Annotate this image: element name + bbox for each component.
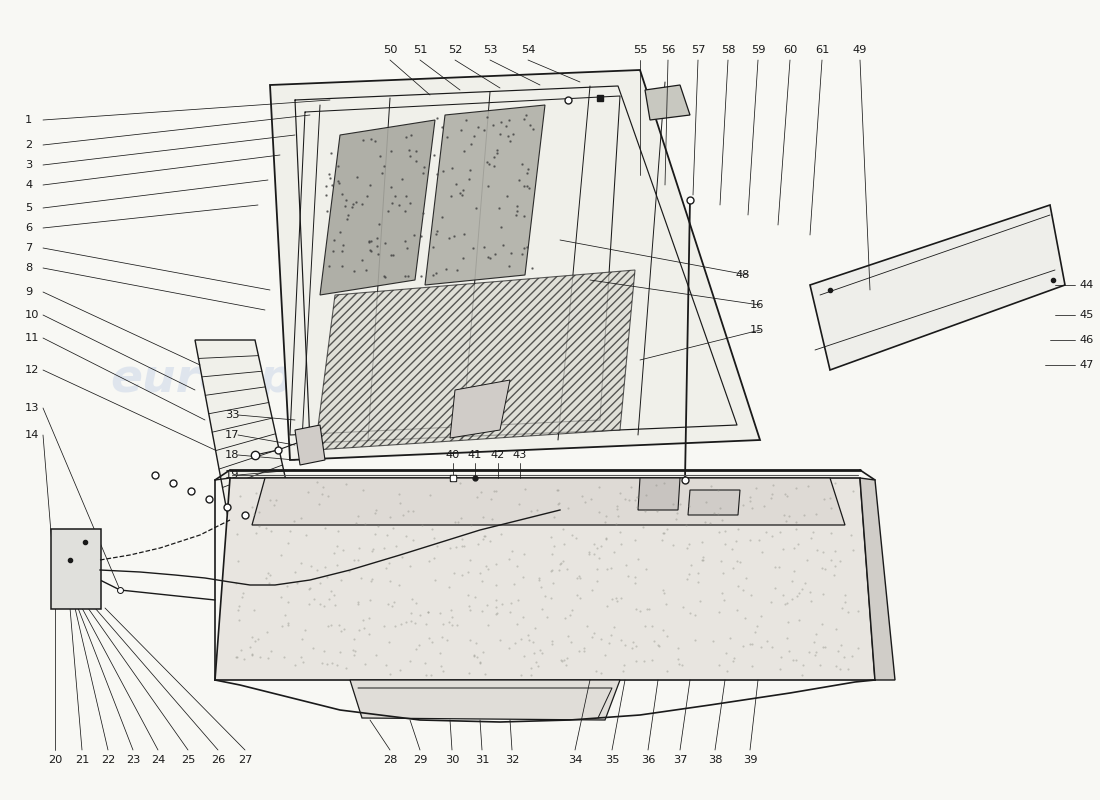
Text: 39: 39 bbox=[742, 755, 757, 765]
Polygon shape bbox=[450, 380, 510, 438]
Text: 41: 41 bbox=[468, 450, 482, 460]
Text: 57: 57 bbox=[691, 45, 705, 55]
Text: 30: 30 bbox=[444, 755, 460, 765]
Text: 3: 3 bbox=[25, 160, 32, 170]
Text: 19: 19 bbox=[226, 470, 240, 480]
Text: 16: 16 bbox=[750, 300, 764, 310]
Text: 29: 29 bbox=[412, 755, 427, 765]
Text: 11: 11 bbox=[25, 333, 40, 343]
Text: 59: 59 bbox=[750, 45, 766, 55]
Text: 33: 33 bbox=[226, 410, 240, 420]
Text: 13: 13 bbox=[25, 403, 40, 413]
Text: 28: 28 bbox=[383, 755, 397, 765]
Text: 53: 53 bbox=[483, 45, 497, 55]
Text: 36: 36 bbox=[641, 755, 656, 765]
Text: 5: 5 bbox=[25, 203, 32, 213]
Text: 48: 48 bbox=[735, 270, 749, 280]
Text: 14: 14 bbox=[25, 430, 40, 440]
Text: eurospares: eurospares bbox=[530, 538, 829, 582]
Polygon shape bbox=[638, 478, 680, 510]
Text: 47: 47 bbox=[1080, 360, 1094, 370]
Polygon shape bbox=[195, 340, 310, 635]
Text: 40: 40 bbox=[446, 450, 460, 460]
Text: 6: 6 bbox=[25, 223, 32, 233]
Polygon shape bbox=[688, 490, 740, 515]
Text: 31: 31 bbox=[475, 755, 490, 765]
Polygon shape bbox=[315, 270, 635, 450]
Text: 38: 38 bbox=[707, 755, 723, 765]
Text: 58: 58 bbox=[720, 45, 735, 55]
Polygon shape bbox=[860, 478, 895, 680]
Polygon shape bbox=[810, 205, 1065, 370]
Polygon shape bbox=[295, 425, 324, 465]
Text: 56: 56 bbox=[661, 45, 675, 55]
FancyBboxPatch shape bbox=[51, 529, 101, 609]
Text: 21: 21 bbox=[75, 755, 89, 765]
Polygon shape bbox=[350, 680, 620, 720]
Text: 37: 37 bbox=[673, 755, 688, 765]
Text: 24: 24 bbox=[151, 755, 165, 765]
Text: 42: 42 bbox=[491, 450, 505, 460]
Text: 23: 23 bbox=[125, 755, 140, 765]
Polygon shape bbox=[214, 478, 875, 680]
Text: 7: 7 bbox=[25, 243, 32, 253]
Text: 9: 9 bbox=[25, 287, 32, 297]
Text: 27: 27 bbox=[238, 755, 252, 765]
Text: 20: 20 bbox=[47, 755, 63, 765]
Text: 17: 17 bbox=[226, 430, 240, 440]
Polygon shape bbox=[252, 478, 845, 525]
Text: 43: 43 bbox=[513, 450, 527, 460]
Text: 32: 32 bbox=[505, 755, 519, 765]
Text: 25: 25 bbox=[180, 755, 195, 765]
Text: 10: 10 bbox=[25, 310, 40, 320]
Text: 15: 15 bbox=[750, 325, 764, 335]
Text: 4: 4 bbox=[25, 180, 32, 190]
Text: 49: 49 bbox=[852, 45, 867, 55]
Polygon shape bbox=[645, 85, 690, 120]
Text: 45: 45 bbox=[1080, 310, 1094, 320]
Text: 54: 54 bbox=[520, 45, 536, 55]
Text: 26: 26 bbox=[211, 755, 226, 765]
Text: 22: 22 bbox=[101, 755, 116, 765]
Text: 61: 61 bbox=[815, 45, 829, 55]
Text: 2: 2 bbox=[25, 140, 32, 150]
Text: 46: 46 bbox=[1080, 335, 1094, 345]
Text: 50: 50 bbox=[383, 45, 397, 55]
Text: 44: 44 bbox=[1080, 280, 1094, 290]
Text: 12: 12 bbox=[25, 365, 40, 375]
Text: eurospares: eurospares bbox=[111, 358, 409, 402]
Text: 35: 35 bbox=[605, 755, 619, 765]
Text: 34: 34 bbox=[568, 755, 582, 765]
Text: 1: 1 bbox=[25, 115, 32, 125]
Polygon shape bbox=[320, 120, 434, 295]
Text: 55: 55 bbox=[632, 45, 647, 55]
Polygon shape bbox=[425, 105, 544, 285]
Text: 8: 8 bbox=[25, 263, 32, 273]
Text: 52: 52 bbox=[448, 45, 462, 55]
Text: 51: 51 bbox=[412, 45, 427, 55]
Polygon shape bbox=[270, 70, 760, 460]
Text: 60: 60 bbox=[783, 45, 798, 55]
Text: 18: 18 bbox=[226, 450, 240, 460]
